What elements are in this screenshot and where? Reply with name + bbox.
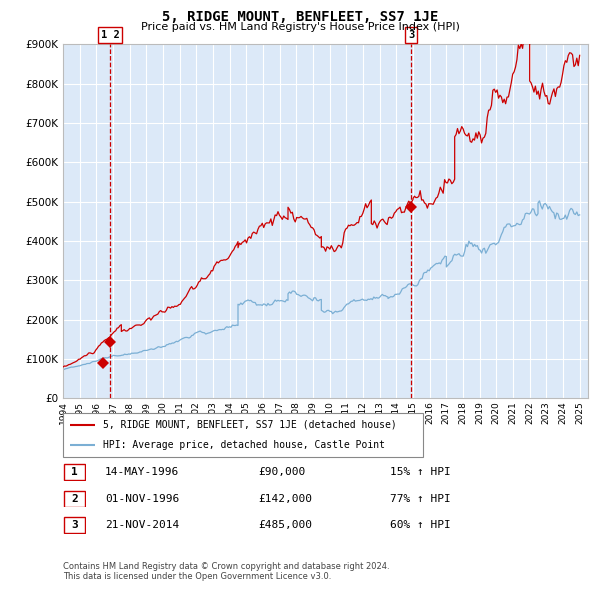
Text: 21-NOV-2014: 21-NOV-2014 [105,520,179,530]
FancyBboxPatch shape [64,464,85,480]
Text: £485,000: £485,000 [258,520,312,530]
Text: 5, RIDGE MOUNT, BENFLEET, SS7 1JE: 5, RIDGE MOUNT, BENFLEET, SS7 1JE [162,10,438,24]
Text: £142,000: £142,000 [258,494,312,503]
FancyBboxPatch shape [64,490,85,506]
Text: Price paid vs. HM Land Registry's House Price Index (HPI): Price paid vs. HM Land Registry's House … [140,22,460,32]
Text: 1 2: 1 2 [101,30,119,40]
Text: 3: 3 [408,30,414,40]
Text: Contains HM Land Registry data © Crown copyright and database right 2024.
This d: Contains HM Land Registry data © Crown c… [63,562,389,581]
Text: 1: 1 [71,467,78,477]
Text: HPI: Average price, detached house, Castle Point: HPI: Average price, detached house, Cast… [103,440,385,450]
Text: 14-MAY-1996: 14-MAY-1996 [105,467,179,477]
Text: 15% ↑ HPI: 15% ↑ HPI [390,467,451,477]
Text: 2: 2 [71,494,78,503]
FancyBboxPatch shape [63,413,423,457]
Text: 77% ↑ HPI: 77% ↑ HPI [390,494,451,503]
FancyBboxPatch shape [64,517,85,533]
Text: 60% ↑ HPI: 60% ↑ HPI [390,520,451,530]
Text: £90,000: £90,000 [258,467,305,477]
Text: 01-NOV-1996: 01-NOV-1996 [105,494,179,503]
Text: 5, RIDGE MOUNT, BENFLEET, SS7 1JE (detached house): 5, RIDGE MOUNT, BENFLEET, SS7 1JE (detac… [103,420,397,430]
Text: 3: 3 [71,520,78,530]
